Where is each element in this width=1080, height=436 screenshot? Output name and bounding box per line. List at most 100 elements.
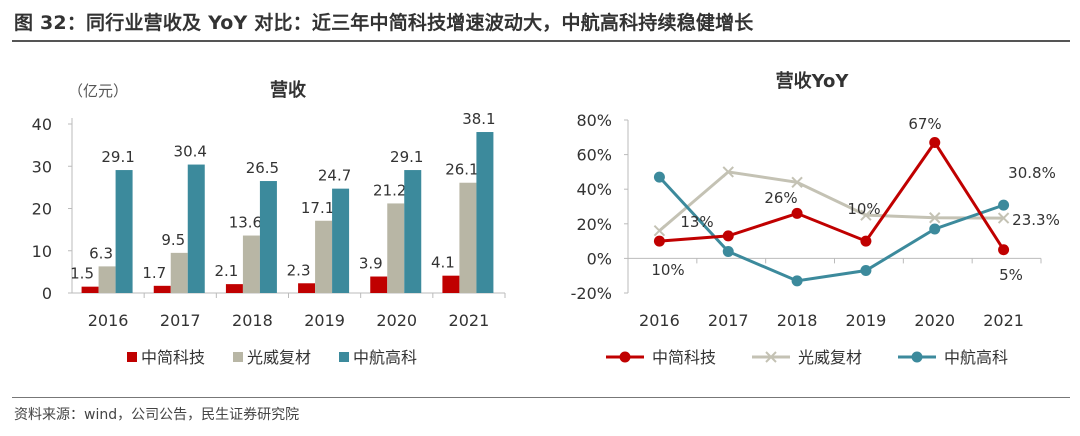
legend-marker	[619, 351, 631, 363]
x-tick-label: 2018	[232, 311, 273, 330]
marker-光威复材	[997, 212, 1010, 224]
y-tick-label: 60%	[576, 146, 612, 165]
x-tick-label: 2019	[846, 311, 887, 330]
bar-data-label: 4.1	[431, 254, 455, 272]
y-tick-label: 40	[32, 115, 52, 134]
bar-光威复材	[170, 252, 188, 293]
bar-中简科技	[370, 276, 388, 293]
bar-data-label: 24.7	[318, 167, 351, 185]
marker-中航高科	[860, 265, 872, 277]
marker-中航高科	[791, 275, 803, 287]
line-data-label: 30.8%	[1008, 164, 1056, 182]
bar-data-label: 13.6	[229, 214, 262, 232]
bar-中简科技	[153, 285, 171, 293]
bar-光威复材	[242, 235, 260, 293]
legend-label: 光威复材	[798, 348, 862, 367]
y-tick-label: 40%	[576, 180, 612, 199]
bar-data-label: 2.3	[287, 261, 311, 279]
line-chart-title: 营收YoY	[776, 70, 850, 92]
line-中航高科	[658, 176, 1005, 283]
legend-swatch	[127, 352, 137, 362]
y-tick-label: 10	[32, 242, 52, 261]
bar-中航高科	[115, 170, 133, 293]
line-中简科技	[659, 139, 1005, 251]
line-光威复材	[658, 170, 1004, 232]
x-tick-label: 2017	[160, 311, 201, 330]
legend-marker	[765, 351, 777, 363]
y-tick-label: 80%	[576, 111, 612, 130]
bar-中航高科	[476, 132, 494, 293]
bar-data-label: 1.5	[70, 265, 94, 283]
marker-中简科技	[860, 235, 872, 247]
x-tick-label: 2021	[449, 311, 490, 330]
x-tick-label: 2020	[376, 311, 417, 330]
bar-data-label: 1.7	[142, 264, 166, 282]
figure-title: 图 32：同行业营收及 YoY 对比：近三年中简科技增速波动大，中航高科持续稳健…	[14, 12, 754, 34]
title-divider	[12, 40, 1070, 42]
bar-中简科技	[442, 275, 460, 293]
y-tick-label: 0	[42, 284, 52, 303]
x-tick-label: 2020	[914, 311, 955, 330]
marker-中简科技	[929, 136, 941, 148]
y-tick-label: 20%	[576, 215, 612, 234]
legend-marker	[911, 351, 923, 363]
x-tick-label: 2021	[983, 311, 1024, 330]
bar-data-label: 26.1	[445, 161, 478, 179]
marker-中简科技	[653, 235, 665, 247]
bar-chart-title: 营收	[270, 79, 306, 101]
marker-光威复材	[929, 212, 941, 224]
line-data-label: 5%	[999, 266, 1023, 284]
marker-光威复材	[791, 176, 803, 188]
marker-中航高科	[653, 171, 665, 183]
bar-data-label: 3.9	[359, 255, 383, 273]
bar-光威复材	[98, 266, 116, 293]
x-tick-label: 2019	[304, 311, 345, 330]
y-tick-label: 0%	[587, 249, 612, 268]
bar-data-label: 6.3	[89, 244, 113, 262]
marker-光威复材	[860, 209, 872, 221]
x-tick-label: 2017	[708, 311, 749, 330]
bar-光威复材	[459, 182, 477, 293]
bar-中简科技	[225, 284, 243, 293]
bar-data-label: 29.1	[101, 148, 134, 166]
bar-data-label: 29.1	[390, 148, 423, 166]
line-data-label: 67%	[908, 115, 941, 133]
line-data-label: 26%	[764, 189, 797, 207]
bar-data-label: 26.5	[246, 159, 279, 177]
bar-中简科技	[298, 283, 316, 293]
bar-中航高科	[259, 181, 277, 293]
bar-data-label: 2.1	[214, 262, 238, 280]
bar-中航高科	[187, 164, 205, 293]
y-tick-label: 20	[32, 200, 52, 219]
line-data-label: 10%	[847, 200, 880, 218]
x-tick-label: 2016	[639, 311, 680, 330]
footer-divider	[12, 397, 1070, 398]
marker-中航高科	[929, 223, 941, 235]
bar-data-label: 21.2	[373, 181, 406, 199]
bar-光威复材	[387, 203, 405, 293]
marker-中航高科	[722, 245, 734, 257]
marker-中简科技	[998, 244, 1010, 256]
bar-data-label: 17.1	[301, 199, 334, 217]
marker-光威复材	[722, 166, 734, 178]
legend-label: 中简科技	[652, 348, 716, 367]
line-data-label: 10%	[651, 261, 684, 279]
legend-label: 中简科技	[141, 348, 205, 367]
marker-中简科技	[722, 230, 734, 242]
bar-中航高科	[404, 170, 422, 293]
source-note: 资料来源：wind，公司公告，民生证券研究院	[14, 407, 300, 423]
bar-unit-label: （亿元）	[68, 82, 128, 100]
bar-data-label: 9.5	[161, 231, 185, 249]
y-tick-label: 30	[32, 157, 52, 176]
legend-label: 中航高科	[944, 348, 1008, 367]
y-tick-label: -20%	[571, 284, 612, 303]
x-tick-label: 2016	[88, 311, 129, 330]
legend-label: 光威复材	[247, 348, 311, 367]
bar-光威复材	[315, 220, 333, 293]
bar-data-label: 30.4	[174, 143, 207, 161]
bar-中简科技	[81, 286, 99, 293]
line-data-label: 13%	[680, 213, 713, 231]
legend-swatch	[339, 352, 349, 362]
bar-中航高科	[332, 188, 350, 293]
